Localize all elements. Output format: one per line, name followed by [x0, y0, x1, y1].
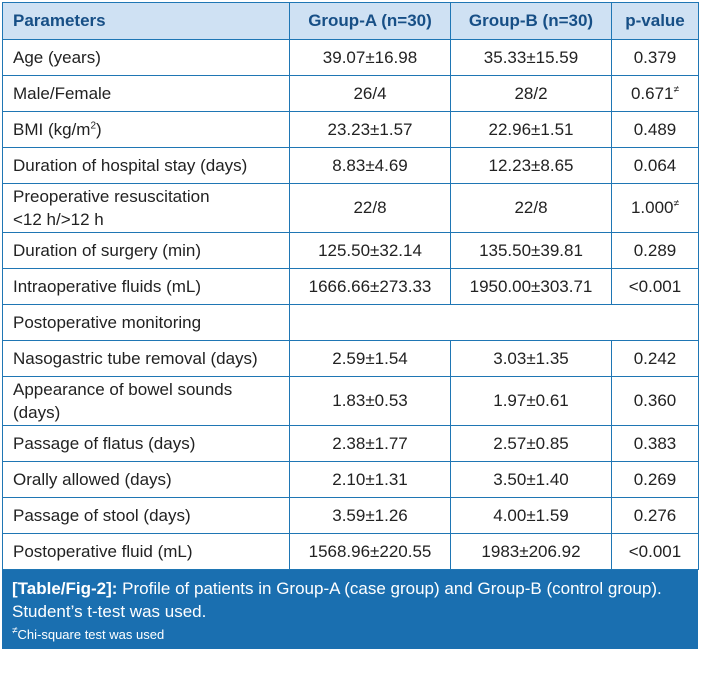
group-b-cell: 22/8	[450, 183, 612, 233]
footnote-text: Chi-square test was used	[17, 627, 165, 642]
param-cell: Passage of flatus (days)	[2, 425, 290, 462]
group-a-cell: 125.50±32.14	[289, 232, 451, 269]
table-row: BMI (kg/m2) 23.23±1.57 22.96±1.51 0.489	[2, 111, 699, 148]
chi-square-mark: ≠	[673, 198, 680, 210]
header-row: Parameters Group-A (n=30) Group-B (n=30)…	[2, 2, 699, 40]
param-cell: Age (years)	[2, 39, 290, 76]
param-cell: BMI (kg/m2)	[2, 111, 290, 148]
group-a-cell: 1666.66±273.33	[289, 268, 451, 305]
header-p-value: p-value	[611, 2, 699, 40]
group-b-cell: 12.23±8.65	[450, 147, 612, 184]
section-row: Postoperative monitoring	[2, 304, 699, 341]
table-row: Duration of hospital stay (days) 8.83±4.…	[2, 147, 699, 184]
group-b-cell: 2.57±0.85	[450, 425, 612, 462]
p-value-cell: 0.269	[611, 461, 699, 498]
caption-footnote: ≠Chi-square test was used	[12, 625, 688, 643]
patient-profile-table: Parameters Group-A (n=30) Group-B (n=30)…	[2, 2, 699, 570]
p-value-cell: 0.064	[611, 147, 699, 184]
group-a-cell: 2.38±1.77	[289, 425, 451, 462]
param-line-2: <12 h/>12 h	[13, 210, 104, 229]
group-b-cell: 3.03±1.35	[450, 340, 612, 377]
group-b-cell: 4.00±1.59	[450, 497, 612, 534]
p-value-cell: 0.379	[611, 39, 699, 76]
table-row: Appearance of bowel sounds (days) 1.83±0.…	[2, 376, 699, 426]
param-cell: Orally allowed (days)	[2, 461, 290, 498]
param-cell: Duration of hospital stay (days)	[2, 147, 290, 184]
param-cell: Postoperative fluid (mL)	[2, 533, 290, 570]
group-b-cell: 1.97±0.61	[450, 376, 612, 426]
table-row: Male/Female 26/4 28/2 0.671≠	[2, 75, 699, 112]
header-parameters: Parameters	[2, 2, 290, 40]
param-text-end: )	[96, 119, 102, 139]
p-value-text: 1.000	[630, 198, 674, 217]
p-value-cell: <0.001	[611, 533, 699, 570]
param-line-1: Preoperative resuscitation	[13, 187, 210, 206]
table-row: Intraoperative fluids (mL) 1666.66±273.3…	[2, 268, 699, 305]
param-cell: Intraoperative fluids (mL)	[2, 268, 290, 305]
section-blank-cell	[289, 304, 699, 341]
table-caption: [Table/Fig-2]: Profile of patients in Gr…	[2, 570, 698, 649]
group-a-cell: 26/4	[289, 75, 451, 112]
table-row: Age (years) 39.07±16.98 35.33±15.59 0.37…	[2, 39, 699, 76]
p-value-cell: 0.360	[611, 376, 699, 426]
superscript: 2	[90, 119, 97, 131]
p-value-cell: 0.276	[611, 497, 699, 534]
p-value-cell: 0.489	[611, 111, 699, 148]
p-value-cell: 0.383	[611, 425, 699, 462]
caption-tag: [Table/Fig-2]:	[12, 579, 118, 598]
chi-square-mark: ≠	[673, 83, 680, 95]
table-row: Orally allowed (days) 2.10±1.31 3.50±1.4…	[2, 461, 699, 498]
group-b-cell: 135.50±39.81	[450, 232, 612, 269]
param-cell: Passage of stool (days)	[2, 497, 290, 534]
header-group-a: Group-A (n=30)	[289, 2, 451, 40]
p-value-cell: 1.000≠	[611, 183, 699, 233]
group-b-cell: 3.50±1.40	[450, 461, 612, 498]
param-cell: Preoperative resuscitation <12 h/>12 h	[2, 183, 290, 233]
table-row: Passage of stool (days) 3.59±1.26 4.00±1…	[2, 497, 699, 534]
param-line-2: (days)	[13, 403, 61, 422]
group-a-cell: 23.23±1.57	[289, 111, 451, 148]
group-b-cell: 1950.00±303.71	[450, 268, 612, 305]
group-b-cell: 1983±206.92	[450, 533, 612, 570]
table-row: Nasogastric tube removal (days) 2.59±1.5…	[2, 340, 699, 377]
table-row: Passage of flatus (days) 2.38±1.77 2.57±…	[2, 425, 699, 462]
group-a-cell: 8.83±4.69	[289, 147, 451, 184]
table-row: Postoperative fluid (mL) 1568.96±220.55 …	[2, 533, 699, 570]
p-value-cell: 0.671≠	[611, 75, 699, 112]
param-cell: Appearance of bowel sounds (days)	[2, 376, 290, 426]
caption-main: [Table/Fig-2]: Profile of patients in Gr…	[12, 577, 688, 623]
group-a-cell: 22/8	[289, 183, 451, 233]
group-b-cell: 22.96±1.51	[450, 111, 612, 148]
section-label: Postoperative monitoring	[2, 304, 290, 341]
p-value-cell: 0.289	[611, 232, 699, 269]
footnote-mark: ≠	[12, 625, 18, 637]
param-text: BMI (kg/m	[13, 119, 91, 139]
caption-text: Profile of patients in Group-A (case gro…	[12, 579, 662, 621]
param-cell: Nasogastric tube removal (days)	[2, 340, 290, 377]
header-group-b: Group-B (n=30)	[450, 2, 612, 40]
table-row: Preoperative resuscitation <12 h/>12 h 22…	[2, 183, 699, 233]
group-b-cell: 35.33±15.59	[450, 39, 612, 76]
group-a-cell: 2.10±1.31	[289, 461, 451, 498]
table-row: Duration of surgery (min) 125.50±32.14 1…	[2, 232, 699, 269]
group-a-cell: 1568.96±220.55	[289, 533, 451, 570]
param-line-1: Appearance of bowel sounds	[13, 380, 233, 399]
p-value-cell: 0.242	[611, 340, 699, 377]
group-a-cell: 1.83±0.53	[289, 376, 451, 426]
group-a-cell: 2.59±1.54	[289, 340, 451, 377]
p-value-text: 0.671	[630, 83, 674, 103]
group-a-cell: 3.59±1.26	[289, 497, 451, 534]
param-cell: Duration of surgery (min)	[2, 232, 290, 269]
table-figure: Parameters Group-A (n=30) Group-B (n=30)…	[2, 2, 699, 649]
group-b-cell: 28/2	[450, 75, 612, 112]
p-value-cell: <0.001	[611, 268, 699, 305]
param-cell: Male/Female	[2, 75, 290, 112]
group-a-cell: 39.07±16.98	[289, 39, 451, 76]
